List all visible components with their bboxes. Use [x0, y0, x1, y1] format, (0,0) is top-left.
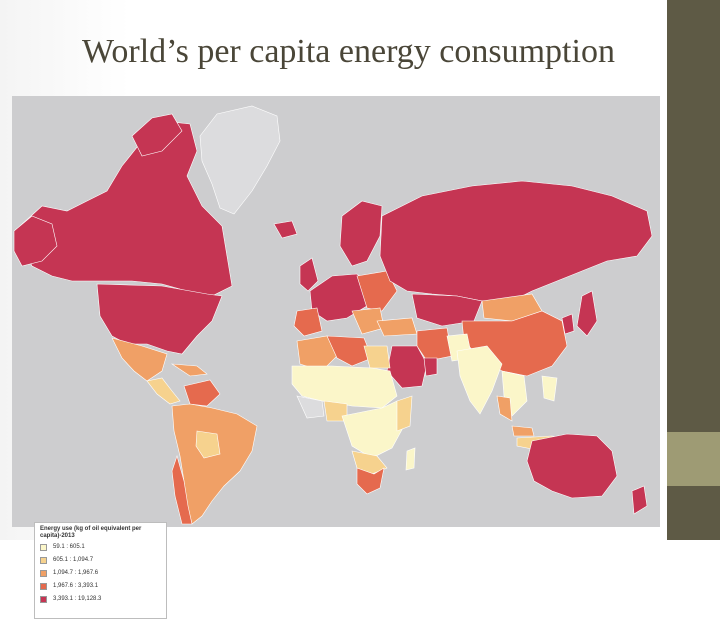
slide-title: World’s per capita energy consumption: [82, 33, 615, 70]
map-canvas: [13, 105, 653, 525]
legend-title: Energy use (kg of oil equivalent per cap…: [40, 526, 142, 539]
region-uk: [299, 257, 319, 292]
legend-item: 3,393.1 : 19,128.3: [40, 593, 161, 605]
region-west-africa: [296, 395, 325, 419]
legend-swatch: [40, 556, 47, 564]
map-legend: Energy use (kg of oil equivalent per cap…: [34, 522, 167, 619]
region-turkey: [376, 317, 418, 337]
region-north-africa-west: [296, 335, 338, 372]
region-australia: [526, 433, 618, 499]
legend-item: 1,967.6 : 3,393.1: [40, 580, 161, 592]
region-japan: [576, 290, 598, 337]
region-libya-algeria: [326, 335, 373, 367]
region-russia: [379, 180, 653, 302]
region-thailand: [496, 395, 513, 422]
region-iberia: [293, 307, 323, 337]
legend-item: 59.1 : 605.1: [40, 541, 161, 553]
region-chile: [171, 454, 193, 525]
region-greenland: [199, 105, 281, 215]
region-mexico: [111, 337, 168, 382]
region-scandinavia: [339, 200, 383, 267]
region-korea: [561, 313, 575, 335]
region-venezuela: [183, 379, 221, 407]
region-central-africa: [341, 400, 405, 459]
legend-swatch: [40, 582, 47, 590]
legend-swatch: [40, 543, 47, 551]
region-arctic-islands: [131, 113, 183, 157]
legend-swatch: [40, 595, 47, 603]
region-south-america: [171, 403, 258, 525]
legend-label: 1,967.6 : 3,393.1: [53, 583, 99, 589]
region-new-zealand: [631, 485, 648, 515]
legend-label: 3,393.1 : 19,128.3: [53, 596, 102, 602]
legend-item: 1,094.7 : 1,967.6: [40, 567, 161, 579]
decorative-side-accent: [667, 432, 720, 486]
region-madagascar: [405, 447, 416, 471]
legend-label: 605.1 : 1,094.7: [53, 557, 94, 563]
region-iceland: [273, 220, 298, 239]
region-bolivia: [195, 430, 221, 459]
region-india: [456, 345, 503, 415]
region-caribbean: [170, 363, 208, 377]
region-philippines: [541, 375, 558, 402]
legend-label: 1,094.7 : 1,967.6: [53, 570, 99, 576]
legend-label: 59.1 : 605.1: [53, 544, 85, 550]
region-east-africa: [396, 395, 413, 432]
region-usa: [96, 283, 223, 355]
world-energy-map: Energy use (kg of oil equivalent per cap…: [12, 96, 660, 619]
region-south-africa: [356, 467, 385, 495]
region-egypt: [363, 345, 391, 369]
region-iran: [416, 327, 453, 362]
region-central-america: [146, 377, 181, 405]
legend-item: 605.1 : 1,094.7: [40, 554, 161, 566]
region-eastern-europe: [356, 270, 398, 312]
region-canada: [19, 120, 233, 297]
region-malaysia: [511, 425, 535, 437]
legend-swatch: [40, 569, 47, 577]
region-alaska: [13, 215, 58, 267]
region-gulf: [423, 357, 438, 377]
